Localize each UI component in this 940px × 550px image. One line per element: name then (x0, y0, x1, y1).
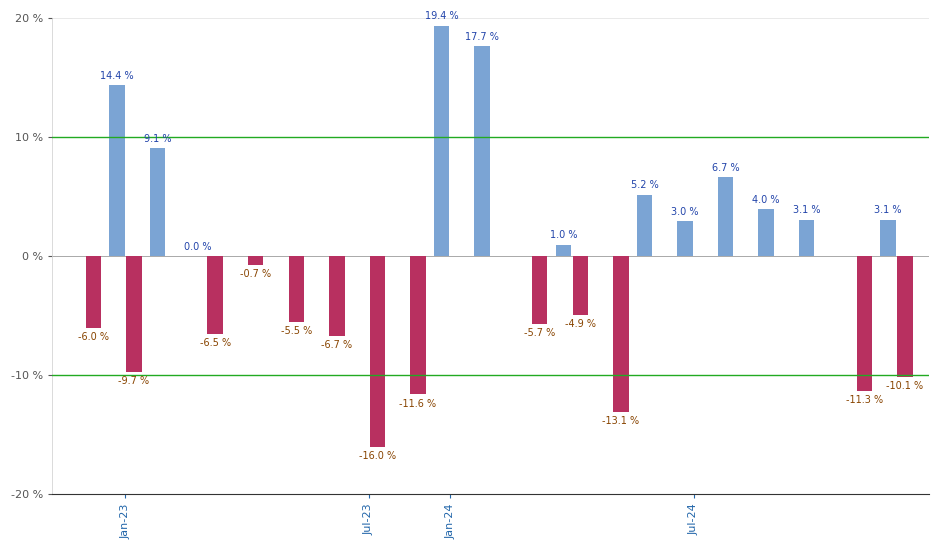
Bar (410, 256, 426, 394)
Text: 1.0 %: 1.0 % (550, 230, 577, 240)
Bar (369, 256, 385, 447)
Text: 14.4 %: 14.4 % (100, 71, 133, 81)
Text: 4.0 %: 4.0 % (752, 195, 780, 205)
Text: -4.9 %: -4.9 % (565, 319, 596, 329)
Text: 0.0 %: 0.0 % (184, 242, 212, 252)
Text: -9.7 %: -9.7 % (118, 376, 149, 386)
Text: 9.1 %: 9.1 % (144, 134, 171, 144)
Text: -0.7 %: -0.7 % (240, 269, 272, 279)
Bar (86, 256, 102, 328)
Bar (556, 245, 571, 256)
Text: 3.1 %: 3.1 % (874, 205, 901, 216)
Bar (678, 221, 693, 256)
Bar (109, 85, 125, 256)
Bar (898, 256, 913, 377)
Text: -6.5 %: -6.5 % (199, 338, 230, 348)
Bar (289, 256, 304, 322)
Text: -13.1 %: -13.1 % (603, 416, 639, 426)
Bar (248, 256, 263, 265)
Text: 6.7 %: 6.7 % (712, 163, 740, 173)
Text: -16.0 %: -16.0 % (359, 451, 396, 461)
Bar (613, 256, 629, 412)
Bar (126, 256, 142, 372)
Bar (759, 209, 774, 256)
Bar (532, 256, 547, 324)
Bar (572, 256, 588, 315)
Bar (880, 219, 896, 256)
Text: -10.1 %: -10.1 % (886, 381, 923, 390)
Text: -5.7 %: -5.7 % (525, 328, 556, 338)
Text: 19.4 %: 19.4 % (425, 12, 459, 21)
Bar (149, 148, 165, 256)
Text: -11.3 %: -11.3 % (846, 395, 883, 405)
Text: -6.7 %: -6.7 % (321, 340, 352, 350)
Text: 3.0 %: 3.0 % (671, 207, 698, 217)
Bar (799, 219, 814, 256)
Bar (475, 46, 490, 256)
Text: -6.0 %: -6.0 % (78, 332, 109, 342)
Text: 3.1 %: 3.1 % (793, 205, 821, 216)
Text: -11.6 %: -11.6 % (400, 399, 436, 409)
Text: 17.7 %: 17.7 % (465, 32, 499, 42)
Bar (329, 256, 345, 336)
Bar (718, 177, 733, 256)
Bar (208, 256, 223, 334)
Text: -5.5 %: -5.5 % (281, 326, 312, 336)
Bar (636, 195, 652, 256)
Bar (434, 26, 449, 256)
Text: 5.2 %: 5.2 % (631, 180, 658, 190)
Bar (856, 256, 872, 391)
